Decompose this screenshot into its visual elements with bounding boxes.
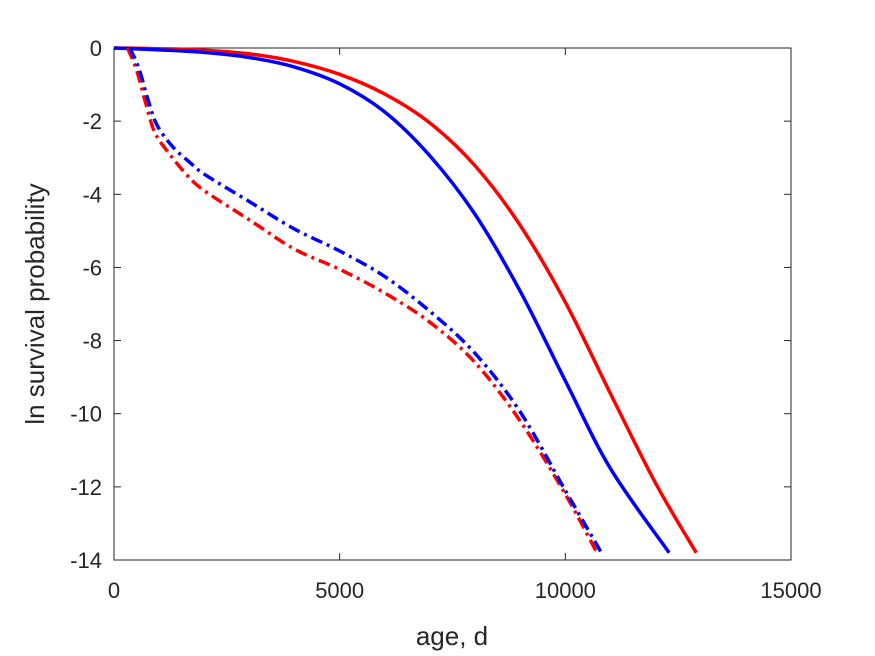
x-tick-label: 5000 xyxy=(315,578,364,603)
y-tick-label: -12 xyxy=(70,475,102,500)
y-tick-label: -6 xyxy=(82,255,102,280)
x-axis-title: age, d xyxy=(416,621,488,651)
y-tick-label: -14 xyxy=(70,548,102,573)
y-tick-label: -8 xyxy=(82,329,102,354)
series-lines xyxy=(113,46,698,554)
y-tick-label: -10 xyxy=(70,402,102,427)
x-tick-label: 15000 xyxy=(760,578,821,603)
y-tick-label: -2 xyxy=(82,109,102,134)
series-line-1 xyxy=(113,46,671,554)
x-tick-label: 0 xyxy=(108,578,120,603)
plot-area xyxy=(113,47,792,561)
y-tick-label: -4 xyxy=(82,182,102,207)
series-line-0 xyxy=(113,46,698,554)
y-axis-title: ln survival probability xyxy=(20,183,50,424)
series-line-3 xyxy=(128,47,603,554)
y-tick-label: 0 xyxy=(90,36,102,61)
x-tick-label: 10000 xyxy=(535,578,596,603)
series-line-2 xyxy=(125,47,599,554)
axis-ticks: 0 5000 10000 15000 0 -2 -4 -6 -8 -10 -12 -14 xyxy=(70,36,821,603)
